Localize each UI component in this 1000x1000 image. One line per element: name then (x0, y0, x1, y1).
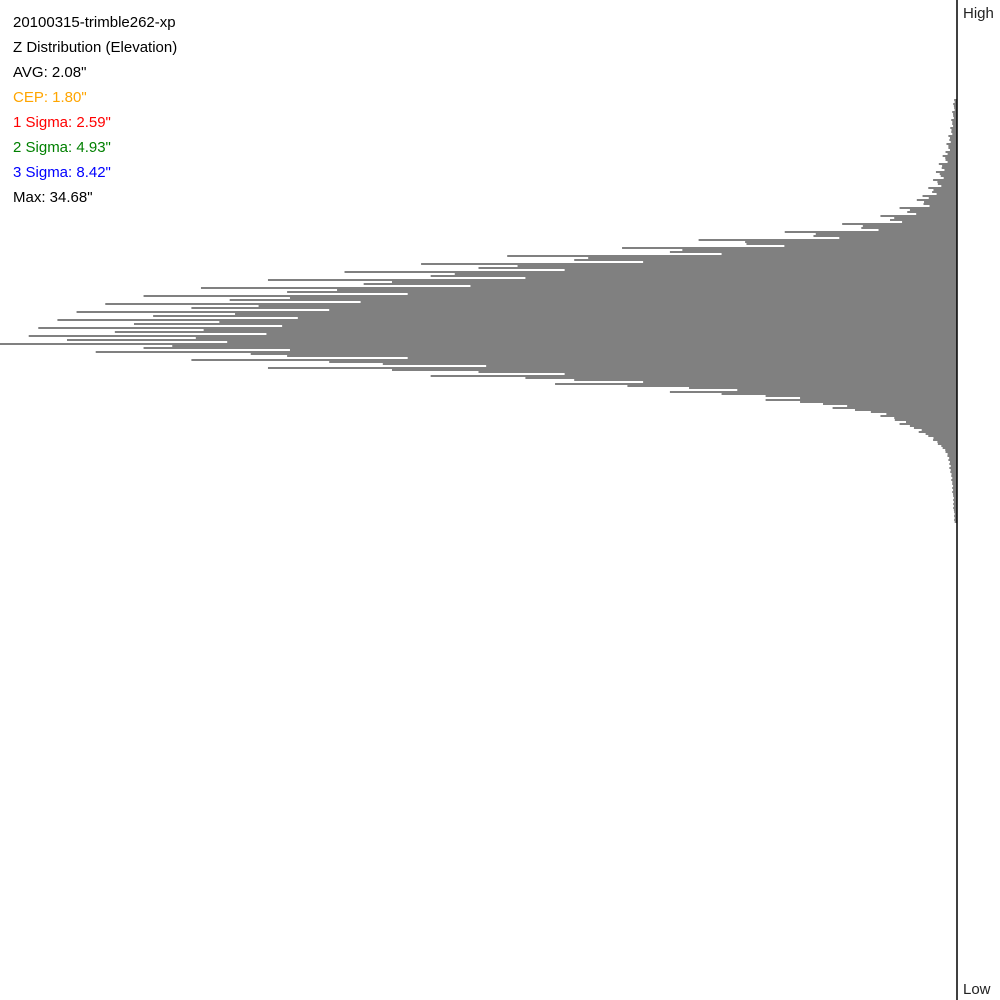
stats-panel: 20100315-trimble262-xp Z Distribution (E… (13, 10, 177, 210)
max-stat: Max: 34.68" (13, 189, 93, 206)
chart-title: Z Distribution (Elevation) (13, 39, 178, 56)
sigma3-stat: 3 Sigma: 8.42" (13, 164, 111, 181)
avg-stat: AVG: 2.08" (13, 64, 87, 81)
cep-stat: CEP: 1.80" (13, 89, 87, 106)
histogram-bars (0, 99, 957, 523)
axis-high-label: High (963, 5, 994, 22)
sigma1-stat: 1 Sigma: 2.59" (13, 114, 111, 131)
axis-low-label: Low (963, 981, 991, 998)
dataset-name: 20100315-trimble262-xp (13, 14, 176, 31)
sigma2-stat: 2 Sigma: 4.93" (13, 139, 111, 156)
